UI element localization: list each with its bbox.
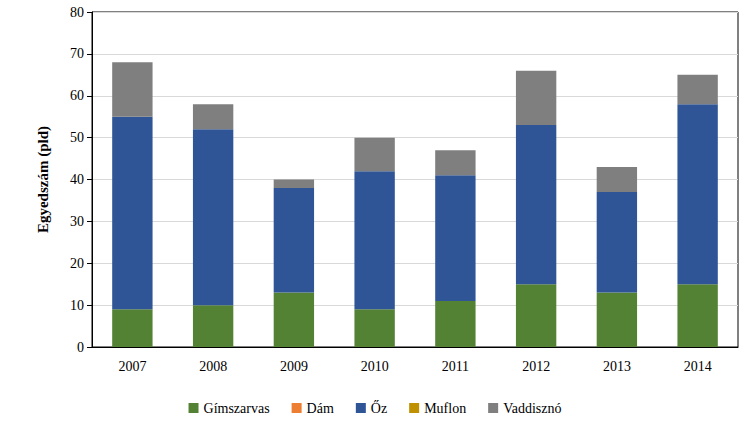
- svg-text:2010: 2010: [361, 359, 389, 374]
- svg-text:60: 60: [70, 88, 84, 103]
- svg-text:2007: 2007: [118, 359, 146, 374]
- svg-text:Muflon: Muflon: [424, 401, 466, 416]
- svg-text:30: 30: [70, 214, 84, 229]
- svg-text:0: 0: [77, 340, 84, 355]
- svg-text:2014: 2014: [684, 359, 712, 374]
- svg-text:Gímszarvas: Gímszarvas: [204, 401, 270, 416]
- svg-text:Vaddisznó: Vaddisznó: [503, 401, 561, 416]
- svg-text:Dám: Dám: [307, 401, 334, 416]
- svg-text:Egyedszám (pld): Egyedszám (pld): [35, 126, 52, 233]
- svg-text:40: 40: [70, 172, 84, 187]
- svg-text:Őz: Őz: [371, 400, 387, 416]
- svg-text:2009: 2009: [280, 359, 308, 374]
- svg-text:10: 10: [70, 298, 84, 313]
- svg-text:2013: 2013: [603, 359, 631, 374]
- svg-text:2012: 2012: [522, 359, 550, 374]
- svg-text:20: 20: [70, 256, 84, 271]
- svg-text:80: 80: [70, 5, 84, 20]
- svg-text:50: 50: [70, 130, 84, 145]
- svg-text:70: 70: [70, 46, 84, 61]
- svg-text:2011: 2011: [442, 359, 469, 374]
- svg-text:2008: 2008: [199, 359, 227, 374]
